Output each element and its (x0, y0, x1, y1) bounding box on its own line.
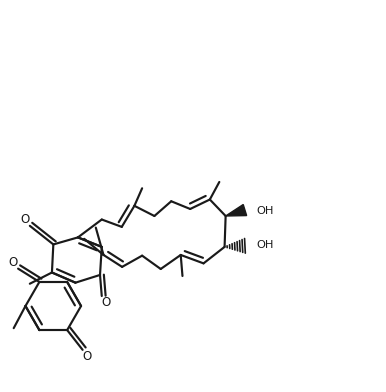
Text: O: O (9, 256, 18, 269)
Polygon shape (226, 205, 247, 216)
Text: O: O (102, 296, 111, 309)
Text: OH: OH (256, 240, 274, 250)
Text: O: O (83, 350, 92, 363)
Text: OH: OH (256, 206, 274, 216)
Text: O: O (20, 213, 30, 226)
